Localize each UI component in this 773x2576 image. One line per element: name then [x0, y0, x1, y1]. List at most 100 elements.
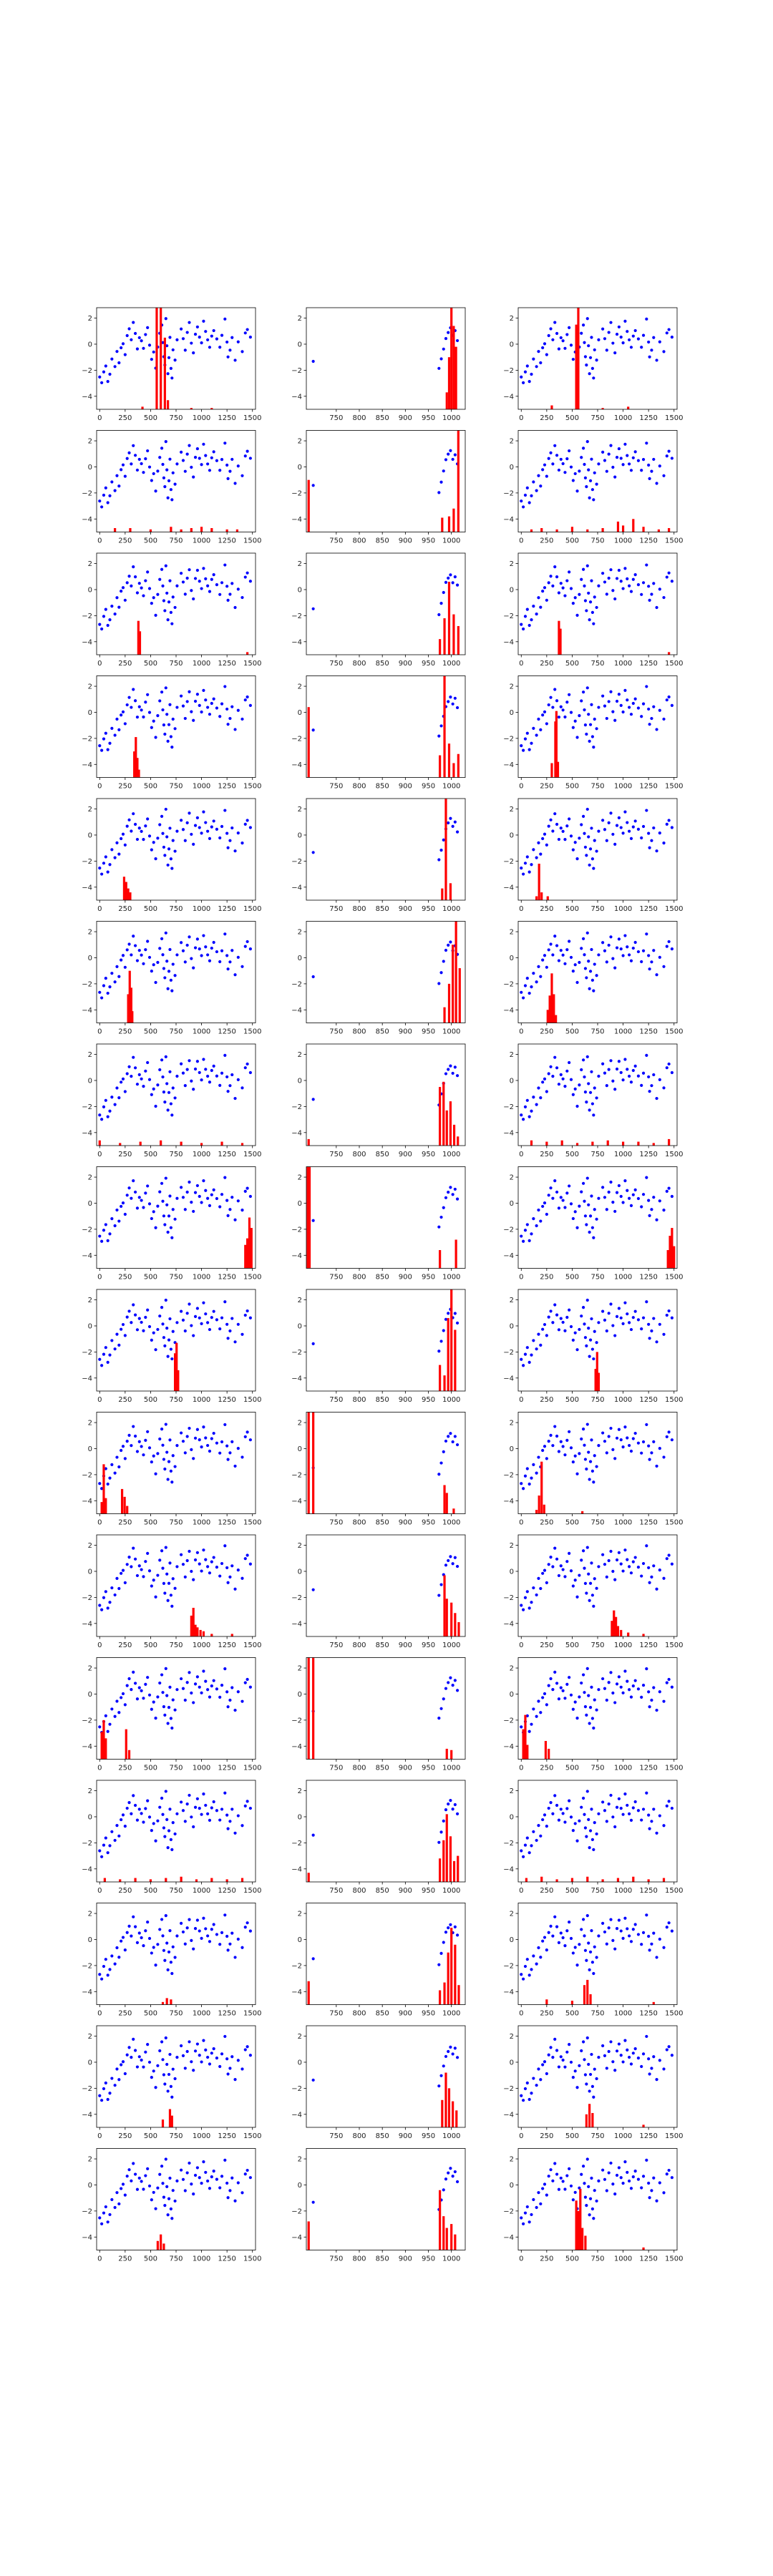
- scatter-point: [520, 1234, 523, 1238]
- x-tick-label: 250: [118, 1519, 132, 1527]
- x-tick-label: 0: [519, 537, 523, 545]
- bar: [553, 994, 555, 1023]
- y-tick-label: −2: [291, 1840, 302, 1848]
- scatter-point: [545, 1334, 548, 1337]
- scatter-point: [541, 2187, 545, 2190]
- y-tick-label: 2: [88, 2033, 92, 2041]
- scatter-point: [631, 2051, 635, 2055]
- scatter-point: [175, 1565, 179, 1568]
- scatter-point: [580, 1681, 583, 1685]
- scatter-point: [311, 1588, 315, 1591]
- scatter-point: [535, 1347, 538, 1351]
- scatter-point: [631, 456, 635, 459]
- y-tick-label: 2: [298, 1297, 302, 1304]
- bar: [558, 620, 560, 655]
- scatter-point: [571, 2198, 575, 2202]
- scatter-point: [163, 1713, 167, 1717]
- scatter-point: [447, 1312, 450, 1315]
- scatter-point: [210, 456, 213, 459]
- scatter-point: [183, 348, 187, 352]
- scatter-point: [629, 836, 633, 840]
- y-tick-label: 0: [298, 1322, 302, 1330]
- scatter-point: [240, 717, 244, 721]
- scatter-point: [641, 1440, 646, 1444]
- scatter-point: [152, 841, 155, 844]
- scatter-point: [580, 2172, 583, 2176]
- scatter-point: [243, 1313, 247, 1317]
- scatter-point: [561, 1445, 565, 1448]
- scatter-point: [215, 1318, 219, 1322]
- scatter-point: [181, 1440, 185, 1443]
- scatter-point: [585, 485, 588, 489]
- scatter-point: [166, 1108, 170, 1112]
- scatter-point: [146, 1060, 150, 1065]
- scatter-point: [588, 1581, 593, 1585]
- scatter-point: [578, 714, 581, 718]
- scatter-point: [578, 2186, 581, 2190]
- scatter-point: [623, 2160, 627, 2164]
- scatter-point: [168, 826, 172, 830]
- scatter-point: [636, 1318, 641, 1322]
- scatter-point: [633, 328, 637, 333]
- scatter-point: [170, 2095, 174, 2099]
- scatter-point: [161, 1566, 165, 1570]
- scatter-point: [609, 690, 613, 693]
- scatter-point: [569, 1446, 573, 1450]
- scatter-point: [166, 618, 170, 622]
- scatter-point: [192, 842, 195, 846]
- scatter-point: [520, 1113, 523, 1117]
- scatter-point: [605, 348, 608, 352]
- y-tick-label: −2: [291, 735, 302, 743]
- scatter-point: [165, 468, 169, 472]
- scatter-point: [165, 1327, 169, 1330]
- bar: [180, 1876, 183, 1882]
- scatter-point: [670, 580, 674, 583]
- scatter-point: [647, 1322, 651, 1326]
- scatter-point: [535, 365, 538, 369]
- y-tick-label: 0: [88, 709, 92, 717]
- scatter-point: [113, 365, 117, 369]
- scatter-point: [580, 947, 583, 950]
- scatter-point: [592, 867, 595, 870]
- scatter-point: [140, 1812, 143, 1815]
- scatter-point: [117, 484, 121, 488]
- scatter-point: [628, 1688, 631, 1692]
- scatter-point: [185, 943, 189, 947]
- x-tick-label: 500: [144, 1028, 157, 1036]
- scatter-point: [120, 468, 123, 472]
- y-tick-label: −4: [503, 884, 514, 892]
- scatter-point: [437, 491, 441, 494]
- x-tick-label: 0: [519, 414, 523, 422]
- scatter-point: [198, 580, 201, 583]
- scatter-point: [583, 1948, 588, 1952]
- scatter-point: [557, 1328, 561, 1332]
- scatter-point: [146, 1799, 150, 1802]
- scatter-point: [142, 2187, 145, 2191]
- bar: [632, 1876, 635, 1882]
- scatter-point: [106, 501, 110, 504]
- bar: [199, 1629, 202, 1636]
- scatter-point: [147, 1693, 152, 1697]
- scatter-point: [569, 1936, 573, 1941]
- scatter-point: [204, 1068, 208, 1071]
- scatter-point: [647, 1566, 651, 1570]
- scatter-point: [215, 706, 219, 710]
- scatter-point: [590, 366, 594, 370]
- scatter-point: [549, 451, 553, 454]
- scatter-point: [200, 1322, 203, 1325]
- y-tick-label: 2: [88, 438, 92, 446]
- scatter-point: [120, 2063, 123, 2067]
- scatter-point: [611, 2182, 615, 2186]
- scatter-point: [641, 333, 646, 337]
- y-tick-label: −4: [503, 638, 514, 646]
- scatter-point: [146, 449, 150, 453]
- scatter-point: [563, 1820, 567, 1824]
- scatter-point: [233, 1340, 237, 1344]
- scatter-point: [585, 1423, 589, 1426]
- scatter-point: [522, 505, 525, 509]
- scatter-point: [543, 954, 547, 957]
- scatter-point: [667, 1430, 671, 1434]
- scatter-point: [655, 1096, 658, 1101]
- scatter-point: [311, 1098, 315, 1101]
